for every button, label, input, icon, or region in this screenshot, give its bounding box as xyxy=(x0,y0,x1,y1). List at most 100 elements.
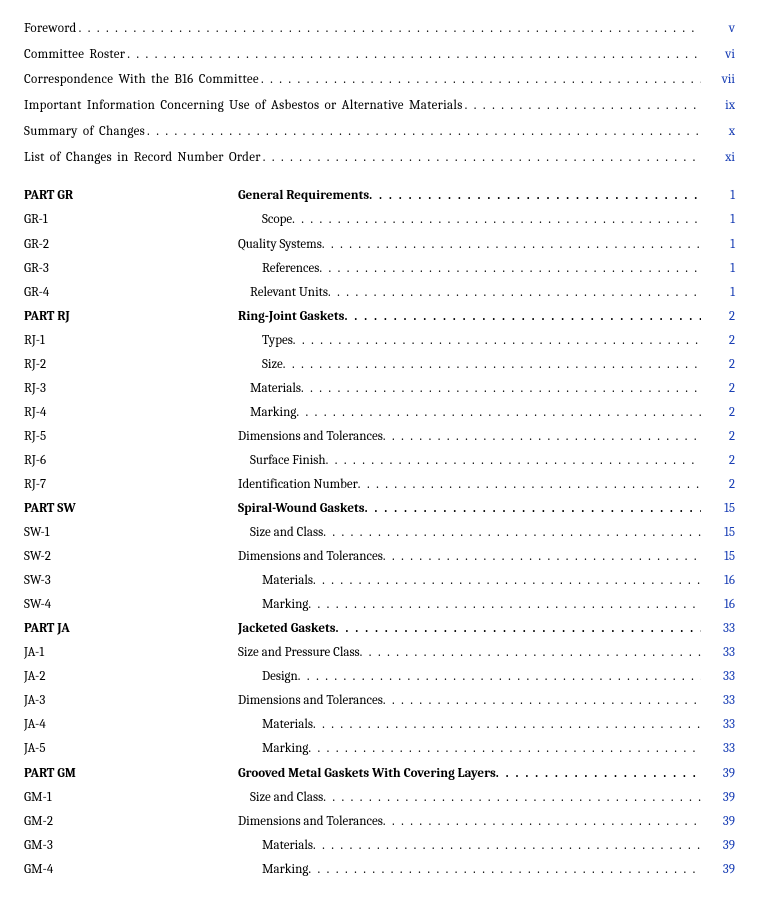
page-number-link[interactable]: 16 xyxy=(701,569,735,593)
page-number-link[interactable]: 1 xyxy=(701,208,735,232)
toc-item-title: Materials xyxy=(238,569,313,593)
page-number-link[interactable]: 33 xyxy=(701,713,735,737)
page-number-link[interactable]: 2 xyxy=(701,449,735,473)
page-number-link[interactable]: 39 xyxy=(701,858,735,882)
toc-item-row: GR-3References1 xyxy=(24,257,735,281)
toc-item-row: GM-3Materials 39 xyxy=(24,834,735,858)
toc-section-title: Ring-Joint Gaskets xyxy=(238,305,344,329)
page-number-link[interactable]: 33 xyxy=(701,665,735,689)
spacer xyxy=(24,170,735,184)
toc-item-code: GM-4 xyxy=(24,858,238,882)
toc-item-title: Marking xyxy=(238,593,308,617)
page-number-link[interactable]: 33 xyxy=(701,641,735,665)
dot-leader xyxy=(313,569,701,593)
toc-section-title: Jacketed Gaskets xyxy=(238,617,336,641)
toc-item-code: GR-2 xyxy=(24,233,238,257)
toc-item-title: Quality Systems xyxy=(238,233,322,257)
page-number-link[interactable]: ix xyxy=(701,93,735,119)
page-number-link[interactable]: 39 xyxy=(701,810,735,834)
page-number-link[interactable]: 2 xyxy=(701,353,735,377)
toc-item-title: Size xyxy=(238,353,283,377)
dot-leader xyxy=(301,377,701,401)
toc-item-row: JA-3Dimensions and Tolerances33 xyxy=(24,689,735,713)
dot-leader xyxy=(283,353,701,377)
page-number-link[interactable]: vii xyxy=(701,67,735,93)
page-number-link[interactable]: 33 xyxy=(701,737,735,761)
page-number-link[interactable]: v xyxy=(701,16,735,42)
toc-item-row: JA-2Design33 xyxy=(24,665,735,689)
page-number-link[interactable]: 2 xyxy=(701,329,735,353)
page-number-link[interactable]: 16 xyxy=(701,593,735,617)
page-number-link[interactable]: 15 xyxy=(701,545,735,569)
dot-leader xyxy=(326,449,701,473)
toc-section-code: PART JA xyxy=(24,617,238,641)
toc-section-title: Spiral-Wound Gaskets xyxy=(238,497,365,521)
dot-leader xyxy=(465,93,701,119)
front-matter-title: Important Information Concerning Use of … xyxy=(24,93,465,119)
page-number-link[interactable]: 1 xyxy=(701,281,735,305)
front-matter-title: Summary of Changes xyxy=(24,119,147,145)
toc-item-title: Surface Finish xyxy=(238,449,326,473)
dot-leader xyxy=(293,329,701,353)
dot-leader xyxy=(127,42,701,68)
page-number-link[interactable]: x xyxy=(701,119,735,145)
page-number-link[interactable]: 39 xyxy=(701,786,735,810)
page-number-link[interactable]: 1 xyxy=(701,184,735,208)
toc-item-title: Dimensions and Tolerances xyxy=(238,545,383,569)
toc-item-row: GR-2Quality Systems 1 xyxy=(24,233,735,257)
toc-item-code: RJ-6 xyxy=(24,449,238,473)
dot-leader xyxy=(298,665,701,689)
toc-item-code: JA-1 xyxy=(24,641,238,665)
toc-section-title: General Requirements xyxy=(238,184,369,208)
toc-item-code: SW-4 xyxy=(24,593,238,617)
toc-item-title: Materials xyxy=(238,834,313,858)
toc-item-title: Materials xyxy=(238,713,313,737)
toc-page: Foreword v Committee Roster vi Correspondenc… xyxy=(0,0,759,902)
dot-leader xyxy=(79,16,701,42)
dot-leader xyxy=(336,617,701,641)
page-number-link[interactable]: 39 xyxy=(701,834,735,858)
page-number-link[interactable]: 2 xyxy=(701,473,735,497)
page-number-link[interactable]: 2 xyxy=(701,377,735,401)
page-number-link[interactable]: 2 xyxy=(701,305,735,329)
page-number-link[interactable]: 15 xyxy=(701,521,735,545)
page-number-link[interactable]: 33 xyxy=(701,689,735,713)
toc-item-title: Size and Pressure Class xyxy=(238,641,360,665)
toc-body: PART GRGeneral Requirements1GR-1Scope1GR… xyxy=(24,184,735,881)
dot-leader xyxy=(319,257,701,281)
dot-leader xyxy=(313,834,701,858)
toc-item-title: Types xyxy=(238,329,293,353)
toc-item-row: RJ-6Surface Finish 2 xyxy=(24,449,735,473)
dot-leader xyxy=(358,473,701,497)
page-number-link[interactable]: 1 xyxy=(701,233,735,257)
page-number-link[interactable]: 2 xyxy=(701,425,735,449)
page-number-link[interactable]: vi xyxy=(701,42,735,68)
page-number-link[interactable]: xi xyxy=(701,145,735,171)
toc-item-row: JA-4Materials33 xyxy=(24,713,735,737)
toc-item-row: RJ-3Materials2 xyxy=(24,377,735,401)
dot-leader xyxy=(383,810,701,834)
front-matter-title: List of Changes in Record Number Order xyxy=(24,145,263,171)
page-number-link[interactable]: 33 xyxy=(701,617,735,641)
front-matter-title: Committee Roster xyxy=(24,42,127,68)
dot-leader xyxy=(360,641,701,665)
toc-item-title: Dimensions and Tolerances xyxy=(238,810,383,834)
toc-item-code: GR-1 xyxy=(24,208,238,232)
toc-item-row: JA-1Size and Pressure Class 33 xyxy=(24,641,735,665)
toc-item-row: JA-5Marking33 xyxy=(24,737,735,761)
dot-leader xyxy=(308,737,701,761)
front-matter-title: Foreword xyxy=(24,16,79,42)
toc-item-code: GM-3 xyxy=(24,834,238,858)
dot-leader xyxy=(344,305,701,329)
page-number-link[interactable]: 39 xyxy=(701,762,735,786)
toc-item-code: GR-4 xyxy=(24,281,238,305)
front-matter-title: Correspondence With the B16 Committee xyxy=(24,67,261,93)
page-number-link[interactable]: 1 xyxy=(701,257,735,281)
page-number-link[interactable]: 15 xyxy=(701,497,735,521)
toc-section-code: PART SW xyxy=(24,497,238,521)
toc-item-title: Dimensions and Tolerances xyxy=(238,425,383,449)
dot-leader xyxy=(323,786,701,810)
toc-item-title: Dimensions and Tolerances xyxy=(238,689,383,713)
toc-section-code: PART GM xyxy=(24,762,238,786)
page-number-link[interactable]: 2 xyxy=(701,401,735,425)
